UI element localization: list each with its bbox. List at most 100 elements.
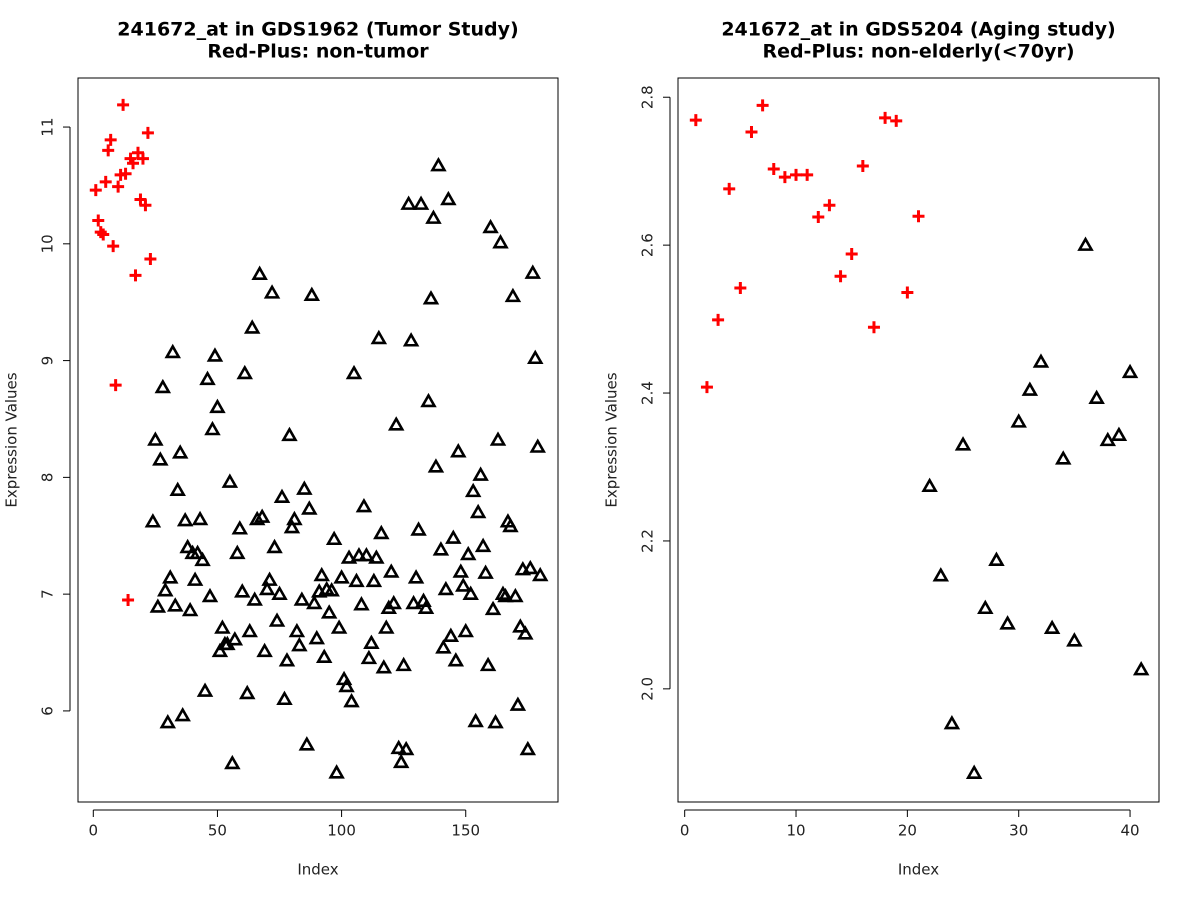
x-tick-label: 0	[89, 822, 99, 840]
point	[266, 538, 283, 554]
point	[201, 587, 219, 603]
point	[231, 520, 249, 535]
point	[238, 684, 256, 700]
point	[211, 642, 229, 658]
point	[1066, 632, 1083, 647]
point	[801, 168, 814, 181]
point	[425, 209, 442, 224]
point	[141, 126, 154, 139]
point	[301, 500, 318, 515]
x-tick-label: 10	[786, 822, 805, 840]
point	[246, 591, 263, 606]
point	[1055, 450, 1072, 465]
point	[988, 551, 1005, 566]
point	[313, 566, 330, 582]
point	[954, 436, 972, 451]
point	[119, 167, 132, 180]
point	[261, 571, 278, 586]
point	[174, 706, 191, 722]
point	[1032, 353, 1050, 368]
point	[457, 622, 474, 638]
x-tick-label: 40	[1121, 822, 1140, 840]
point	[283, 518, 301, 534]
point	[169, 481, 186, 497]
point	[323, 582, 340, 597]
point	[109, 379, 122, 392]
point	[529, 438, 546, 453]
point	[256, 642, 273, 658]
point	[405, 594, 422, 610]
point	[330, 619, 348, 634]
chart-title: 241672_at in GDS5204 (Aging study)	[721, 19, 1115, 41]
point	[365, 572, 383, 588]
point	[527, 349, 544, 365]
point	[358, 546, 375, 562]
y-tick-label: 11	[39, 117, 57, 136]
point	[139, 199, 152, 212]
point	[154, 378, 172, 394]
point	[181, 601, 199, 617]
point	[157, 582, 174, 597]
point	[171, 444, 189, 459]
point	[293, 591, 311, 606]
point	[502, 517, 519, 533]
point	[767, 162, 780, 175]
x-axis-label: Index	[898, 861, 939, 879]
point	[965, 764, 983, 779]
point	[427, 458, 445, 473]
point	[199, 370, 216, 386]
plot-frame	[677, 77, 1160, 803]
point	[375, 659, 393, 674]
point	[452, 563, 470, 578]
point	[325, 530, 343, 546]
point	[977, 599, 994, 615]
point	[395, 656, 412, 672]
point	[812, 211, 825, 224]
point	[189, 544, 206, 560]
point	[400, 195, 417, 210]
x-tick-label: 30	[1009, 822, 1028, 840]
point	[435, 639, 452, 654]
point	[745, 125, 758, 138]
point	[392, 753, 410, 769]
point	[845, 248, 858, 261]
point	[383, 563, 400, 578]
point	[442, 627, 460, 642]
point	[102, 144, 115, 157]
point	[497, 587, 514, 603]
point	[281, 426, 298, 442]
y-tick-label: 10	[39, 234, 57, 253]
point	[328, 764, 345, 779]
point	[1088, 389, 1105, 405]
point	[368, 549, 385, 564]
point	[531, 566, 549, 582]
point	[166, 597, 184, 612]
point	[191, 510, 209, 526]
point	[248, 510, 266, 526]
point	[412, 195, 430, 210]
point	[432, 541, 450, 556]
point	[430, 156, 447, 172]
point	[445, 529, 462, 544]
point	[333, 569, 350, 584]
y-tick-label: 2.2	[639, 529, 657, 553]
point	[99, 175, 112, 188]
y-tick-label: 2.4	[639, 381, 657, 405]
plot-frame	[77, 77, 559, 803]
y-tick-label: 7	[39, 589, 57, 599]
point	[420, 392, 437, 408]
point	[455, 577, 472, 592]
point	[221, 473, 239, 488]
chart-subtitle: Red-Plus: non-elderly(<70yr)	[762, 41, 1074, 63]
point	[340, 549, 358, 564]
point	[479, 656, 497, 672]
point	[214, 619, 231, 634]
point	[176, 511, 194, 527]
point	[447, 652, 465, 667]
point	[320, 604, 338, 619]
point	[162, 569, 179, 584]
point	[437, 580, 455, 596]
point	[492, 234, 509, 249]
point	[469, 503, 487, 519]
point	[477, 564, 494, 579]
